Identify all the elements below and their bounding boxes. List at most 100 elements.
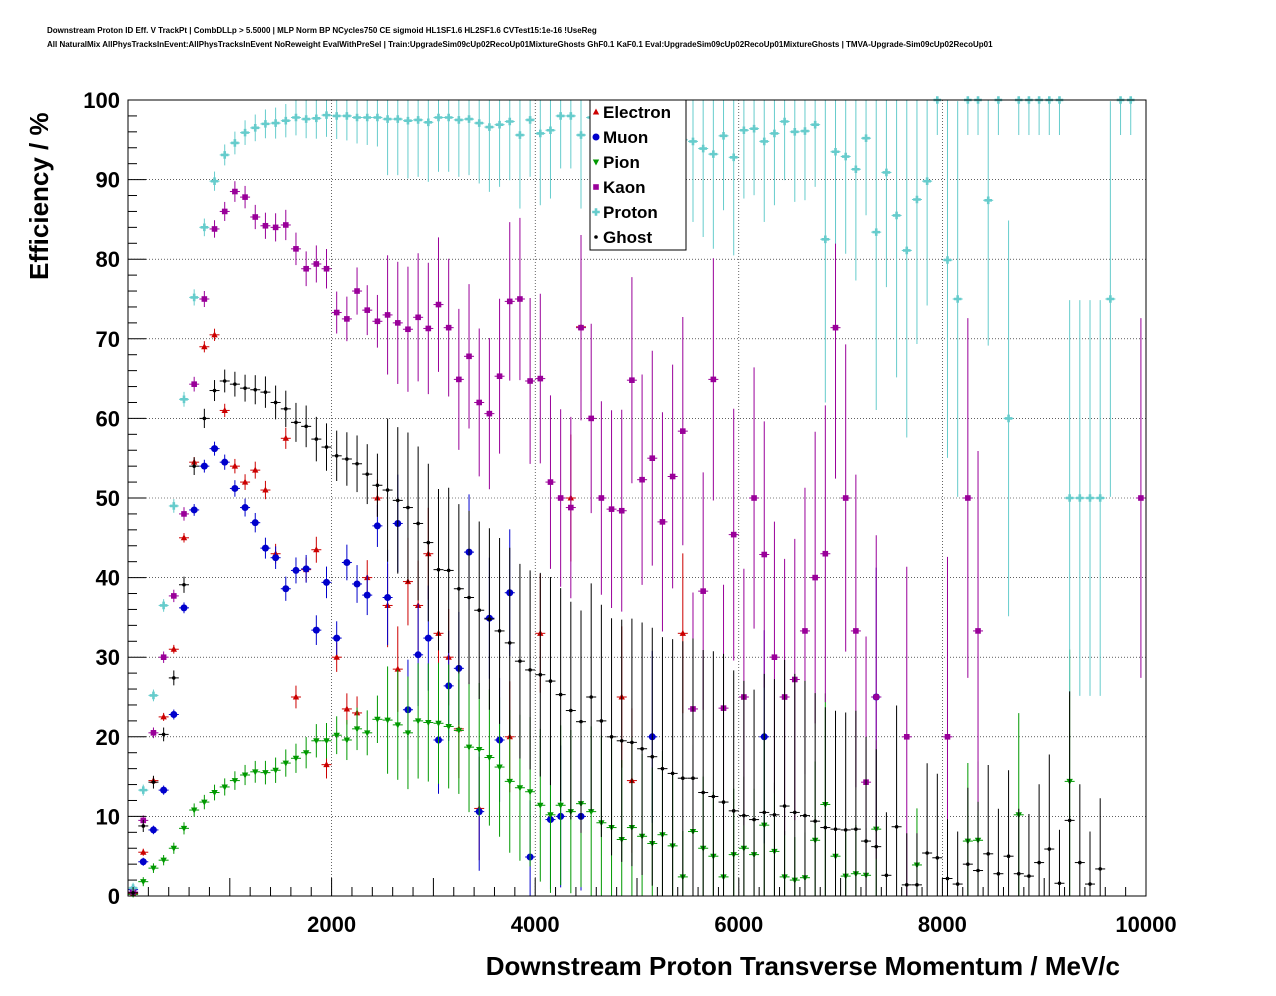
- data-point: [719, 132, 728, 140]
- data-point: [760, 137, 769, 146]
- y-tick-label: 0: [108, 884, 120, 909]
- data-point: [935, 855, 940, 860]
- data-point: [394, 722, 401, 729]
- data-point: [414, 116, 422, 124]
- data-point: [445, 324, 452, 331]
- data-point: [211, 226, 218, 232]
- data-point: [833, 827, 838, 831]
- data-point: [424, 118, 433, 127]
- data-point: [546, 126, 555, 135]
- data-point: [202, 416, 207, 421]
- data-point: [363, 113, 372, 122]
- data-point: [1067, 818, 1072, 823]
- data-point: [385, 488, 390, 492]
- data-point: [343, 737, 351, 744]
- data-point: [210, 177, 219, 185]
- data-point: [630, 740, 634, 745]
- data-point: [180, 534, 188, 541]
- data-point: [811, 120, 819, 129]
- legend-item-muon: Muon: [592, 128, 648, 147]
- data-point: [659, 519, 666, 525]
- data-point: [579, 719, 583, 724]
- data-point: [680, 428, 686, 434]
- data-point: [821, 235, 830, 244]
- data-point: [904, 883, 909, 887]
- data-point: [303, 265, 309, 272]
- data-point: [231, 484, 239, 492]
- data-point: [853, 628, 859, 634]
- data-point: [903, 734, 910, 740]
- data-point: [902, 246, 911, 255]
- data-point: [425, 325, 432, 332]
- data-point: [790, 128, 799, 136]
- data-point: [1037, 860, 1041, 865]
- data-point: [261, 120, 270, 128]
- data-point: [425, 719, 432, 726]
- data-point: [221, 458, 229, 466]
- data-point: [343, 558, 351, 566]
- data-point: [466, 353, 472, 360]
- data-point: [243, 386, 247, 390]
- data-point: [365, 472, 370, 476]
- data-point: [201, 799, 208, 806]
- data-point: [823, 825, 828, 830]
- data-point: [701, 790, 705, 795]
- x-tick-label: 2000: [307, 912, 356, 937]
- data-point: [730, 531, 737, 538]
- data-point: [405, 326, 411, 333]
- data-point: [395, 498, 400, 503]
- data-point: [231, 139, 239, 147]
- data-point: [353, 580, 361, 588]
- data-point: [149, 691, 158, 700]
- data-point: [212, 388, 217, 393]
- data-point: [505, 117, 514, 126]
- data-point: [333, 634, 341, 642]
- data-point: [485, 123, 494, 131]
- data-point: [241, 478, 249, 485]
- data-point: [1047, 847, 1052, 851]
- data-point: [373, 522, 381, 530]
- data-point: [293, 246, 299, 252]
- data-point: [160, 654, 167, 660]
- data-point: [375, 483, 380, 488]
- data-point: [1076, 494, 1084, 502]
- y-tick-label: 100: [83, 88, 120, 113]
- data-point: [312, 114, 321, 123]
- data-point: [831, 147, 840, 156]
- data-point: [302, 750, 310, 757]
- x-tick-label: 10000: [1115, 912, 1176, 937]
- data-point: [456, 376, 462, 383]
- y-tick-label: 90: [96, 168, 120, 193]
- data-point: [323, 578, 331, 586]
- data-point: [424, 634, 432, 642]
- data-point: [1057, 881, 1062, 886]
- data-point: [669, 473, 676, 480]
- data-point: [283, 407, 288, 411]
- data-point: [557, 802, 564, 809]
- data-point: [476, 747, 483, 754]
- data-point: [171, 593, 177, 599]
- data-point: [445, 723, 452, 730]
- data-point: [547, 479, 554, 485]
- data-point: [894, 824, 899, 829]
- data-point: [699, 144, 707, 153]
- legend-item-electron: Electron: [592, 103, 671, 122]
- data-point: [915, 883, 919, 887]
- data-point: [150, 865, 157, 872]
- data-point: [864, 839, 868, 843]
- data-point: [140, 848, 147, 855]
- legend-marker: [592, 133, 600, 141]
- data-point: [700, 588, 706, 594]
- data-point: [139, 858, 147, 866]
- data-point: [302, 565, 310, 573]
- data-point: [272, 767, 279, 774]
- data-point: [1065, 494, 1074, 502]
- data-point: [151, 780, 156, 784]
- data-point: [537, 375, 544, 382]
- data-point: [333, 732, 340, 739]
- legend-item-proton: Proton: [592, 203, 658, 222]
- data-point: [294, 420, 298, 425]
- data-point: [526, 116, 534, 124]
- data-point: [222, 379, 227, 383]
- data-point: [263, 390, 268, 394]
